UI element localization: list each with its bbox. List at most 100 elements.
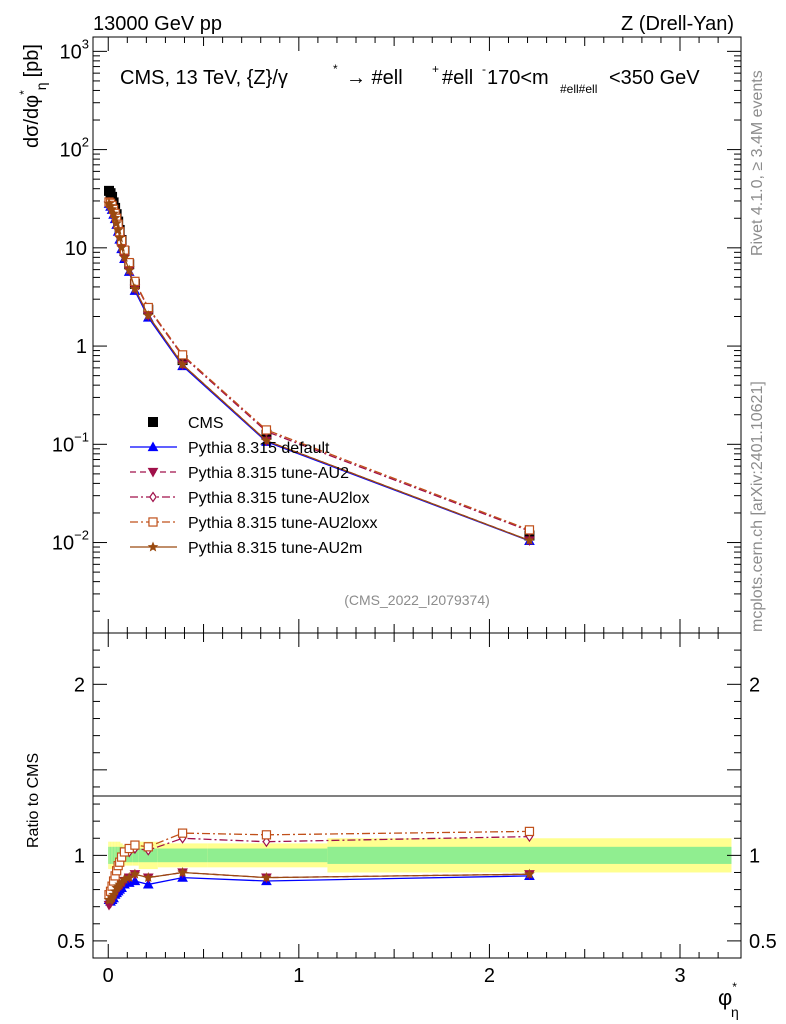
legend-marker-2 xyxy=(149,491,157,503)
ratio-tick-label-right: 0.5 xyxy=(749,931,777,953)
title-main: CMS, 13 TeV, {Z}/γ xyxy=(120,67,288,89)
x-tick-label: 2 xyxy=(484,965,495,987)
ratio-point-4 xyxy=(261,872,272,883)
data-point xyxy=(107,191,118,202)
series-point-3 xyxy=(177,350,188,360)
ylabel-main: dσ/dφ xyxy=(21,95,43,148)
series-point-4 xyxy=(524,534,535,545)
mcplots-label: mcplots.cern.ch [arXiv:2401.10621] xyxy=(749,381,766,632)
ratio-tick-label-left: 0.5 xyxy=(57,931,85,953)
plot-title: CMS, 13 TeV, {Z}/γ * → #ell + #ell - 170… xyxy=(120,62,700,96)
ratio-tick-label-right: 1 xyxy=(749,845,760,867)
ratio-line-0 xyxy=(108,875,530,903)
series-point-4 xyxy=(261,435,272,446)
ylabel-star: * xyxy=(17,90,31,95)
legend-data-marker xyxy=(148,417,158,427)
ratio-tick-label-left: 1 xyxy=(74,845,85,867)
ratio-band-inner xyxy=(327,846,732,864)
rivet-label: Rivet 4.1.0, ≥ 3.4M events xyxy=(749,70,766,256)
ratio-band-inner xyxy=(114,846,116,864)
title-mass-sub: #ell#ell xyxy=(560,82,597,96)
ratio-point-3 xyxy=(130,840,140,850)
ratio-point-4 xyxy=(129,868,141,879)
y-tick-label: 1 xyxy=(76,336,87,358)
ratio-point-3 xyxy=(177,828,188,838)
legend-marker-1 xyxy=(147,467,159,478)
y-axis-label: dσ/dφ*η [pb] xyxy=(17,44,49,148)
svg-text:φ*η: φ* η xyxy=(718,980,739,1020)
ratio-band-inner xyxy=(109,846,112,864)
ratio-point-0 xyxy=(142,878,154,889)
header-right: Z (Drell-Yan) xyxy=(621,13,734,35)
header-left: 13000 GeV pp xyxy=(93,13,222,35)
x-axis-label: φ* η xyxy=(718,980,739,1020)
xlabel-star: * xyxy=(732,980,737,994)
ratio-band-inner xyxy=(112,846,115,864)
series-point-4 xyxy=(114,232,126,243)
legend-marker-4 xyxy=(147,541,159,552)
ratio-point-0 xyxy=(129,875,141,886)
y-tick-label: 10 xyxy=(65,238,87,260)
series-point-4 xyxy=(111,217,122,228)
title-minus: - xyxy=(482,62,486,76)
series-point-4 xyxy=(143,310,154,321)
y-tick-label: 102 xyxy=(60,135,89,162)
y-tick-label: 10−2 xyxy=(52,528,89,555)
x-tick-label: 1 xyxy=(293,965,304,987)
ratio-tick-label-right: 2 xyxy=(749,674,760,696)
legend-label-4: Pythia 8.315 tune-AU2m xyxy=(188,540,362,557)
ylabel-sub: η xyxy=(33,82,49,90)
y-tick-label: 10−1 xyxy=(52,429,89,456)
series-point-3 xyxy=(261,425,272,435)
title-mass: 170<m xyxy=(487,67,549,89)
legend-marker-0 xyxy=(147,441,159,452)
ratio-y-axis-label: Ratio to CMS xyxy=(25,753,42,848)
legend-label-1: Pythia 8.315 tune-AU2 xyxy=(188,465,349,482)
title-tail: <350 GeV xyxy=(609,67,700,89)
ratio-panel: 0.5 0.5 1 1 2 2 0 1 2 3 Ratio to CMS xyxy=(25,632,777,987)
legend-marker-3 xyxy=(148,517,158,527)
title-plus: + xyxy=(432,62,439,76)
ratio-point-3 xyxy=(524,826,535,837)
series-point-4 xyxy=(116,241,127,252)
series-point-4 xyxy=(112,224,124,235)
ratio-point-3 xyxy=(143,842,153,852)
main-panel: 10−2 10−1 1 10 102 103 CMS, 13 TeV, {Z}/γ * →… xyxy=(17,36,742,634)
ratio-point-4 xyxy=(524,868,535,879)
ratio-point-4 xyxy=(177,866,188,877)
xlabel-main: φ xyxy=(718,985,732,1010)
series-point-4 xyxy=(108,208,119,219)
x-tick-label: 3 xyxy=(674,965,685,987)
analysis-watermark: (CMS_2022_I2079374) xyxy=(344,592,490,608)
ratio-band-inner xyxy=(157,848,208,863)
ratio-band-inner xyxy=(115,846,118,864)
y-tick-label: 103 xyxy=(60,36,89,63)
series-point-4 xyxy=(119,251,130,262)
legend: CMS Pythia 8.315 default Pythia 8.315 tune… xyxy=(130,415,377,557)
ylabel-unit: [pb] xyxy=(21,44,43,77)
legend-label-0: Pythia 8.315 default xyxy=(188,440,330,457)
title-arrow: → #ell xyxy=(346,67,403,89)
ratio-tick-label-left: 2 xyxy=(74,674,85,696)
ratio-band-inner xyxy=(132,848,139,863)
series-point-3 xyxy=(524,525,535,535)
ratio-band-inner xyxy=(111,846,113,864)
ratio-point-4 xyxy=(143,872,154,883)
legend-label-2: Pythia 8.315 tune-AU2lox xyxy=(188,490,369,507)
ratio-point-3 xyxy=(261,830,272,840)
legend-label-3: Pythia 8.315 tune-AU2loxx xyxy=(188,515,377,532)
ratio-frame xyxy=(92,632,742,959)
x-tick-label: 0 xyxy=(103,965,114,987)
ratio-band-inner xyxy=(207,848,328,863)
title-gamma-star: * xyxy=(333,62,338,76)
ratio-point-2 xyxy=(262,836,271,848)
xlabel-sub: η xyxy=(731,1004,739,1020)
series-point-4 xyxy=(129,283,141,294)
ratio-band-inner xyxy=(108,846,110,864)
series-point-4 xyxy=(123,264,135,275)
series-point-4 xyxy=(177,359,188,370)
svg-text:dσ/dφ*η[pb]: dσ/dφ*η [pb] xyxy=(17,44,49,148)
legend-data-label: CMS xyxy=(188,415,224,432)
title-ell2: #ell xyxy=(442,67,473,89)
